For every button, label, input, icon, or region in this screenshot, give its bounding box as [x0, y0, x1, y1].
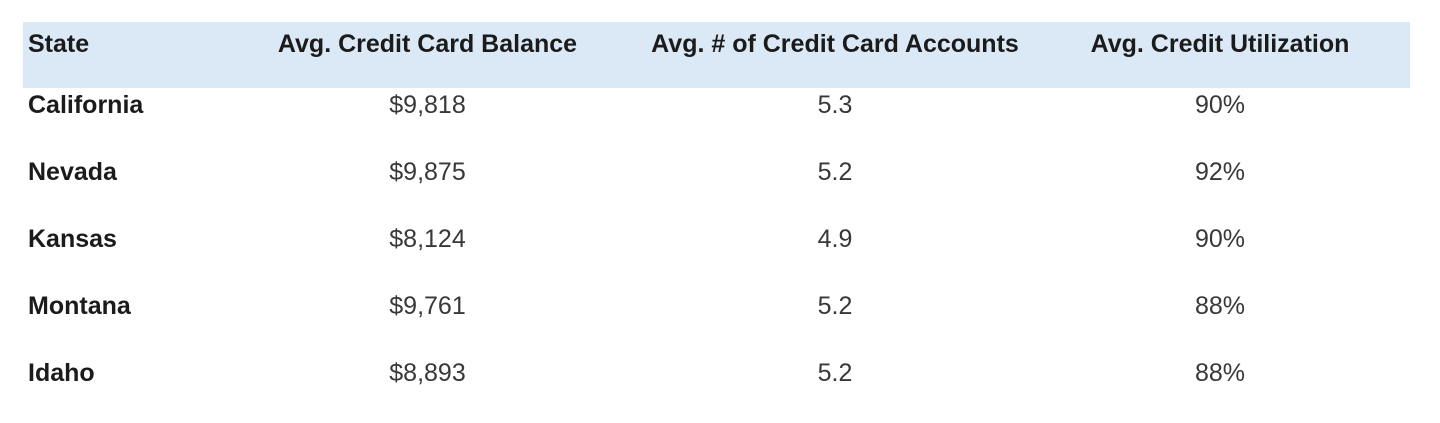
cell-accounts: 5.2: [817, 359, 853, 387]
table-row-idaho: Idaho $8,893 5.2 88%: [23, 356, 1410, 423]
header-avg-credit-utilization: Avg. Credit Utilization: [1090, 30, 1350, 58]
credit-card-stats-table: State Avg. Credit Card Balance Avg. # of…: [23, 22, 1410, 423]
table-row-kansas: Kansas $8,124 4.9 90%: [23, 222, 1410, 289]
cell-accounts: 5.2: [817, 158, 853, 186]
cell-state: California: [28, 91, 144, 119]
header-avg-num-credit-card-accounts: Avg. # of Credit Card Accounts: [651, 30, 1019, 58]
cell-state: Kansas: [28, 225, 117, 253]
cell-balance: $9,818: [389, 91, 466, 119]
cell-state: Montana: [28, 292, 131, 320]
cell-utilization: 90%: [1194, 225, 1246, 253]
cell-accounts: 4.9: [817, 225, 853, 253]
cell-accounts: 5.2: [817, 292, 853, 320]
cell-balance: $8,893: [389, 359, 466, 387]
table-row-montana: Montana $9,761 5.2 88%: [23, 289, 1410, 356]
cell-balance: $9,875: [389, 158, 466, 186]
cell-balance: $9,761: [389, 292, 466, 320]
table-header-row: State Avg. Credit Card Balance Avg. # of…: [23, 22, 1410, 88]
cell-state: Nevada: [28, 158, 117, 186]
credit-card-stats-table-container: State Avg. Credit Card Balance Avg. # of…: [23, 22, 1410, 423]
cell-state: Idaho: [28, 359, 95, 387]
cell-utilization: 92%: [1194, 158, 1246, 186]
cell-utilization: 88%: [1194, 359, 1246, 387]
cell-accounts: 5.3: [817, 91, 853, 119]
table-body: California $9,818 5.3 90% Nevada $9,875 …: [23, 88, 1410, 423]
cell-balance: $8,124: [389, 225, 466, 253]
cell-utilization: 90%: [1194, 91, 1246, 119]
cell-utilization: 88%: [1194, 292, 1246, 320]
table-header: State Avg. Credit Card Balance Avg. # of…: [23, 22, 1410, 88]
table-row-nevada: Nevada $9,875 5.2 92%: [23, 155, 1410, 222]
header-avg-credit-card-balance: Avg. Credit Card Balance: [277, 30, 578, 58]
table-row-california: California $9,818 5.3 90%: [23, 88, 1410, 155]
header-state: State: [28, 30, 90, 58]
